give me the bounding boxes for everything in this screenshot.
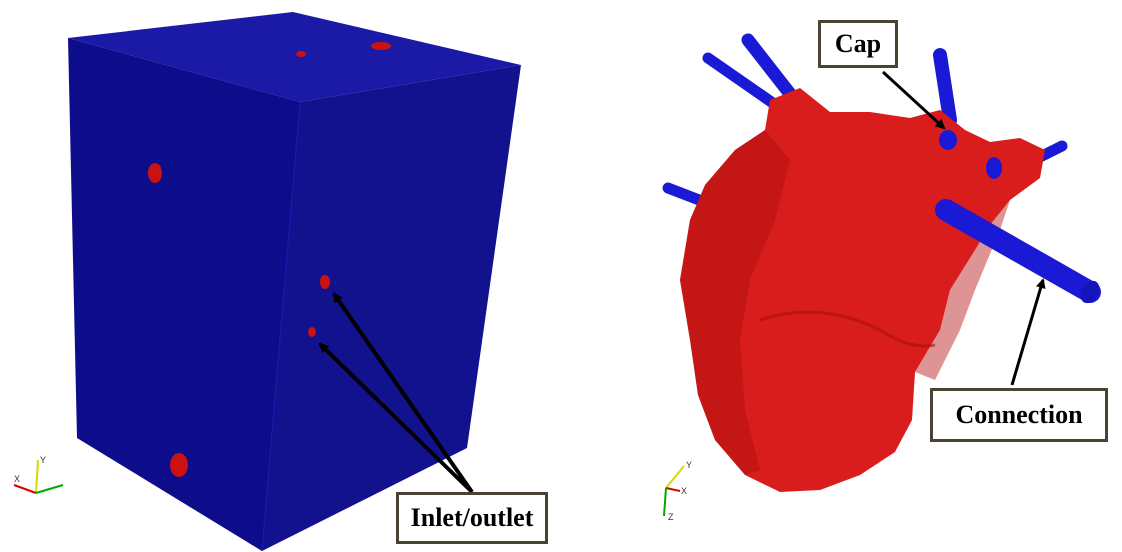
- heart-fold: [759, 310, 936, 348]
- vessel-top-left-a: [702, 52, 786, 114]
- cap-opening-2: [986, 157, 1002, 179]
- heart-model: [662, 33, 1101, 492]
- opening-top-right: [371, 42, 391, 50]
- right-axis-y-label: Y: [686, 460, 692, 470]
- connection-label: Connection: [930, 388, 1108, 442]
- opening-side-upper: [148, 163, 162, 183]
- opening-side-small: [308, 327, 316, 337]
- box-right-face: [262, 65, 521, 551]
- right-axes-triad: Y X Z: [663, 460, 692, 522]
- right-axis-z-label: Z: [668, 512, 674, 522]
- arrow-to-connection: [1010, 278, 1046, 386]
- axis-y-line: [35, 459, 39, 494]
- heart-shading-left: [680, 130, 790, 475]
- connection-vessel-end: [1080, 280, 1100, 304]
- axis-z-line-right: [663, 487, 667, 517]
- axis-y-line-right: [665, 465, 685, 489]
- connection-vessel: [935, 199, 1101, 303]
- heart-arrows: [881, 70, 1046, 386]
- axis-x-line-right: [665, 487, 681, 492]
- arrow-to-cap: [881, 70, 946, 130]
- box-top-face: [68, 12, 521, 102]
- opening-top-left: [296, 51, 306, 57]
- arrow-to-upper-opening: [332, 292, 474, 494]
- opening-bottom: [170, 453, 188, 477]
- axis-x-line: [13, 484, 37, 494]
- left-axis-y-label: Y: [40, 455, 46, 465]
- arrow-to-lower-opening: [318, 342, 474, 494]
- opening-side-mid: [320, 275, 330, 289]
- box-edge: [261, 101, 301, 552]
- inlet-outlet-label: Inlet/outlet: [396, 492, 548, 544]
- box-domain: [68, 12, 521, 552]
- right-axis-x-label: X: [681, 486, 687, 496]
- axis-z-line: [35, 484, 64, 494]
- cap-opening: [939, 130, 957, 150]
- left-axis-x-label: X: [14, 474, 20, 484]
- vessel-top-right: [933, 48, 957, 127]
- left-axes-triad: Y X: [13, 455, 64, 494]
- box-left-face: [68, 38, 300, 551]
- cap-label: Cap: [818, 20, 898, 68]
- inlet-outlet-arrows: [318, 292, 474, 494]
